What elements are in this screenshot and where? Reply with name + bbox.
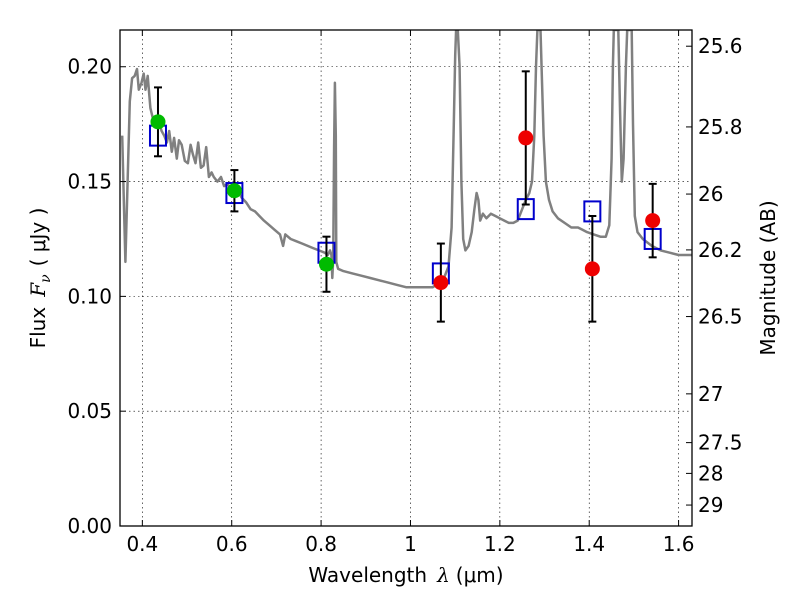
plot-frame	[119, 29, 693, 527]
observed-near-ir-point	[518, 130, 534, 146]
x-tick-label: 1.4	[573, 532, 605, 556]
x-tick-label: 0.6	[216, 532, 248, 556]
y2-axis-label: Magnitude (AB)	[756, 200, 780, 355]
observed-near-ir-point	[584, 261, 600, 277]
x-tick-label: 0.8	[305, 532, 337, 556]
x-tick-label: 1	[404, 532, 417, 556]
observed-optical-point	[318, 256, 334, 272]
y-tick-label: 0.00	[67, 514, 112, 538]
grid-layer	[120, 30, 692, 527]
y-tick-label: 0.05	[67, 399, 112, 423]
observed-optical-point	[150, 114, 166, 130]
y2-tick-label: 26.5	[698, 305, 743, 329]
x-tick-label: 1.2	[484, 532, 516, 556]
observed-near-ir-point	[433, 275, 449, 291]
sed-line	[120, 30, 692, 289]
x-tick-label: 1.6	[663, 532, 695, 556]
y-tick-label: 0.10	[67, 284, 112, 308]
y-tick-label: 0.20	[67, 55, 112, 79]
x-axis-label: Wavelength λ (μm)	[308, 563, 503, 587]
y2-tick-label: 27	[698, 382, 723, 406]
y2-tick-label: 26.2	[698, 238, 743, 262]
ticks-layer: 0.4 0.6 0.8 1 1.2 1.4 1.6 0.00 0.05 0.10 0.15 0.20 2…	[67, 30, 743, 556]
y2-tick-label: 25.6	[698, 34, 743, 58]
y2-tick-label: 25.8	[698, 115, 743, 139]
y2-tick-label: 26	[698, 182, 723, 206]
y2-tick-label: 29	[698, 493, 723, 517]
x-tick-label: 0.4	[126, 532, 158, 556]
observed-optical-point	[226, 183, 242, 199]
y-axis-label: FluxFν( μJy )	[26, 208, 54, 349]
y2-tick-label: 28	[698, 461, 723, 485]
series-layer	[120, 30, 692, 323]
y-tick-label: 0.15	[67, 170, 112, 194]
y2-tick-label: 27.5	[698, 431, 743, 455]
observed-near-ir-point	[645, 213, 661, 229]
